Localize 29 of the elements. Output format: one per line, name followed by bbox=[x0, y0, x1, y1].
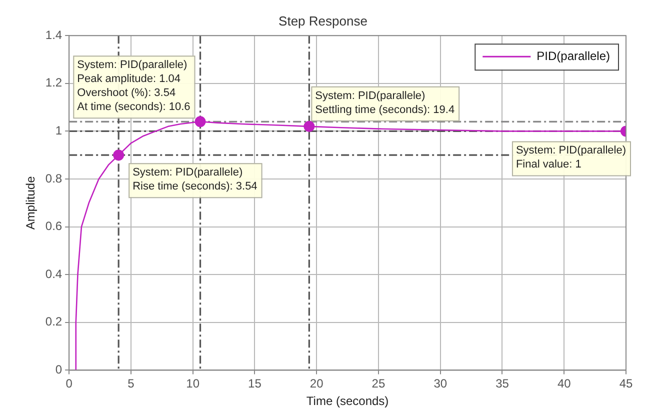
y-tick-label: 1 bbox=[55, 124, 62, 138]
annotation: System: PID(parallele) Final value: 1 bbox=[516, 144, 626, 171]
annotation: System: PID(parallele) Settling time (seconds): 19.4 bbox=[315, 90, 455, 116]
x-tick-label: 45 bbox=[619, 376, 633, 391]
y-tick-label: 1.2 bbox=[45, 76, 62, 90]
x-tick-label: 30 bbox=[434, 376, 448, 391]
y-tick-label: 1.4 bbox=[45, 28, 62, 42]
chart-title: Step Response bbox=[278, 13, 368, 28]
x-tick-label: 20 bbox=[310, 376, 324, 391]
y-tick-label: 0 bbox=[55, 362, 62, 377]
x-tick-label: 35 bbox=[496, 376, 510, 391]
x-tick-label: 0 bbox=[66, 376, 73, 391]
y-tick-label: 0.4 bbox=[45, 266, 62, 281]
y-tick-label: 0.6 bbox=[45, 219, 62, 234]
x-tick-label: 40 bbox=[557, 376, 572, 391]
legend-label: PID(parallele) bbox=[536, 48, 610, 63]
point bbox=[194, 116, 206, 128]
y-axis-title: Amplitude bbox=[24, 176, 38, 230]
x-tick-label: 5 bbox=[128, 376, 135, 391]
point bbox=[113, 150, 124, 161]
point bbox=[304, 120, 315, 132]
y-tick-label: 0.2 bbox=[45, 314, 62, 329]
annotation: System: PID(parallele) Peak amplitude: 1.04 Overshoot (%): 3.54 At time (seconds): 10.6 bbox=[77, 59, 190, 114]
x-tick-label: 25 bbox=[372, 376, 386, 391]
annotation: System: PID(parallele) Rise time (seconds): 3.54 bbox=[132, 166, 258, 193]
y-tick-label: 0.8 bbox=[45, 171, 62, 186]
x-tick-label: 15 bbox=[248, 376, 262, 391]
x-tick-label: 10 bbox=[186, 376, 200, 391]
x-axis-title: Time (seconds) bbox=[306, 394, 389, 408]
